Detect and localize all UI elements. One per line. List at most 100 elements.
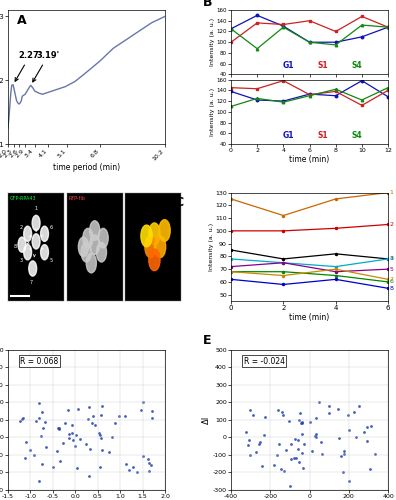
Point [35, 414, 42, 422]
Circle shape [24, 226, 32, 242]
Circle shape [159, 220, 170, 242]
Point [75, 404, 81, 412]
Point [346, 477, 352, 485]
Point [88, 420, 95, 428]
Point [39, 460, 46, 468]
Point [66, 434, 72, 442]
Text: R = -0.024: R = -0.024 [244, 356, 285, 366]
Circle shape [81, 242, 91, 262]
Point [39, 408, 46, 416]
Point [97, 430, 103, 438]
Point [372, 450, 378, 458]
Text: B: B [203, 0, 212, 10]
Point [33, 417, 40, 425]
Point [77, 436, 84, 444]
Circle shape [78, 237, 88, 256]
Circle shape [18, 237, 26, 252]
Circle shape [29, 261, 37, 276]
Point [109, 432, 115, 440]
Point [345, 411, 352, 419]
Point [146, 466, 152, 474]
Text: 2: 2 [19, 226, 23, 230]
Point [54, 446, 61, 454]
Text: 4: 4 [390, 256, 394, 262]
Point [351, 408, 357, 416]
Text: 3.19': 3.19' [33, 51, 60, 82]
Point [23, 438, 29, 446]
Point [126, 466, 133, 474]
Point [71, 442, 78, 450]
Point [278, 408, 285, 416]
Point [122, 412, 128, 420]
Point [145, 456, 151, 464]
Point [300, 464, 306, 472]
Circle shape [145, 236, 156, 258]
Point [62, 418, 68, 426]
Text: S1: S1 [317, 61, 328, 70]
Point [288, 455, 294, 463]
Point [97, 463, 103, 471]
Text: S4: S4 [352, 130, 363, 140]
Circle shape [154, 236, 166, 258]
Point [341, 447, 348, 455]
Text: 6: 6 [50, 226, 53, 230]
Circle shape [149, 249, 160, 270]
Point [335, 405, 341, 413]
Point [86, 472, 92, 480]
Text: G1: G1 [283, 130, 294, 140]
X-axis label: time (min): time (min) [289, 312, 330, 322]
Text: 1: 1 [34, 206, 38, 212]
Circle shape [41, 244, 48, 260]
Point [146, 458, 152, 466]
Point [326, 409, 333, 417]
Text: 2.27': 2.27' [15, 51, 42, 81]
Point [247, 451, 253, 459]
Point [340, 468, 346, 475]
Point [106, 448, 112, 456]
Point [138, 406, 145, 414]
Point [316, 398, 322, 406]
Circle shape [98, 228, 108, 248]
Point [85, 415, 91, 423]
Point [18, 358, 25, 366]
Point [65, 406, 71, 414]
Text: E: E [203, 334, 211, 347]
Point [36, 477, 42, 485]
Point [361, 428, 367, 436]
Point [252, 448, 259, 456]
Point [129, 463, 136, 471]
Circle shape [89, 235, 100, 255]
Point [293, 454, 299, 462]
Point [148, 408, 155, 416]
Point [54, 424, 61, 432]
Point [364, 423, 370, 431]
Point [336, 434, 342, 442]
Point [287, 482, 293, 490]
Y-axis label: Intensity (a. u.): Intensity (a. u.) [210, 18, 215, 66]
Point [341, 450, 347, 458]
Point [60, 439, 67, 447]
Point [244, 442, 251, 450]
Point [297, 420, 304, 428]
Point [86, 403, 92, 411]
Circle shape [24, 244, 32, 260]
Point [56, 424, 63, 432]
Y-axis label: Intensity (a. u.): Intensity (a. u.) [210, 88, 215, 136]
Point [69, 428, 75, 436]
Point [35, 399, 42, 407]
Point [92, 421, 98, 429]
Text: 2: 2 [390, 222, 394, 227]
Point [295, 445, 301, 453]
Circle shape [83, 228, 93, 248]
Point [261, 431, 267, 439]
Y-axis label: Intensity (a. u.): Intensity (a. u.) [209, 222, 214, 271]
Circle shape [141, 225, 152, 247]
Point [72, 431, 79, 439]
Point [99, 402, 105, 409]
Text: 5: 5 [49, 258, 52, 262]
Text: GFP-RPA43: GFP-RPA43 [10, 196, 36, 201]
Point [312, 414, 319, 422]
Point [368, 422, 374, 430]
Point [318, 450, 325, 458]
Point [248, 358, 254, 366]
